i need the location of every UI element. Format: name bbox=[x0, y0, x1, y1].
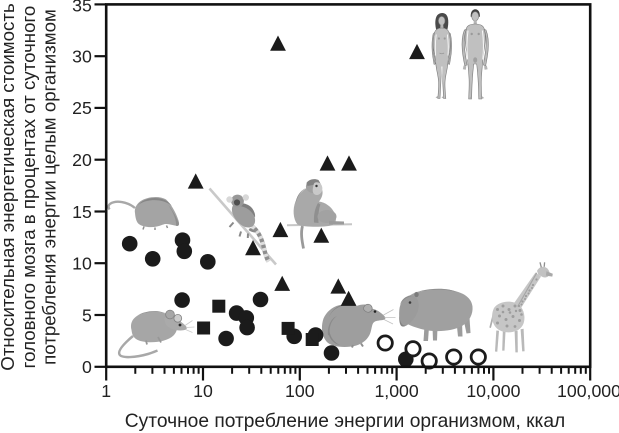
svg-text:15: 15 bbox=[72, 202, 92, 222]
svg-text:Суточное потребление энергии о: Суточное потребление энергии организмом,… bbox=[125, 411, 565, 432]
svg-text:100,000: 100,000 bbox=[557, 381, 619, 401]
svg-text:10: 10 bbox=[193, 381, 213, 401]
svg-text:25: 25 bbox=[72, 98, 92, 118]
svg-text:0: 0 bbox=[82, 357, 92, 377]
svg-text:потребления энергии целым орга: потребления энергии целым организмом bbox=[39, 9, 60, 365]
svg-text:30: 30 bbox=[72, 46, 92, 66]
svg-text:5: 5 bbox=[82, 305, 92, 325]
svg-text:10,000: 10,000 bbox=[466, 381, 520, 401]
svg-text:35: 35 bbox=[72, 0, 92, 16]
svg-text:10: 10 bbox=[72, 254, 92, 274]
svg-text:головного мозга в процентах от: головного мозга в процентах от суточного bbox=[18, 6, 39, 369]
svg-text:Относительная энергетическая с: Относительная энергетическая стоимость bbox=[0, 3, 18, 370]
svg-text:20: 20 bbox=[72, 150, 92, 170]
svg-text:100: 100 bbox=[285, 381, 315, 401]
svg-text:1: 1 bbox=[101, 381, 111, 401]
svg-text:1,000: 1,000 bbox=[374, 381, 418, 401]
